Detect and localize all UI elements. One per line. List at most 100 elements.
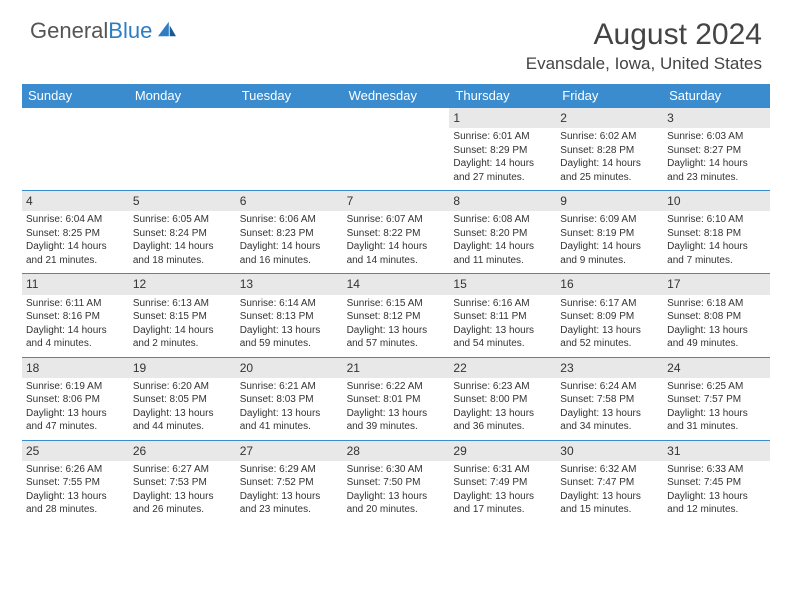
sunrise-text: Sunrise: 6:16 AM: [453, 297, 552, 311]
day-number: 15: [449, 274, 556, 294]
day-number: 31: [663, 441, 770, 461]
sunrise-text: Sunrise: 6:09 AM: [560, 213, 659, 227]
daylight-text: Daylight: 13 hours: [560, 490, 659, 504]
sunrise-text: Sunrise: 6:29 AM: [240, 463, 339, 477]
daylight-text: Daylight: 13 hours: [347, 490, 446, 504]
calendar-day: 11Sunrise: 6:11 AMSunset: 8:16 PMDayligh…: [22, 274, 129, 356]
sunrise-text: Sunrise: 6:04 AM: [26, 213, 125, 227]
day-number: 14: [343, 274, 450, 294]
daylight-text: and 2 minutes.: [133, 337, 232, 351]
sunrise-text: Sunrise: 6:15 AM: [347, 297, 446, 311]
daylight-text: and 7 minutes.: [667, 254, 766, 268]
daylight-text: Daylight: 13 hours: [240, 324, 339, 338]
daylight-text: and 39 minutes.: [347, 420, 446, 434]
day-number: 9: [556, 191, 663, 211]
daylight-text: and 57 minutes.: [347, 337, 446, 351]
sunset-text: Sunset: 7:52 PM: [240, 476, 339, 490]
calendar-day: 2Sunrise: 6:02 AMSunset: 8:28 PMDaylight…: [556, 108, 663, 190]
daylight-text: and 54 minutes.: [453, 337, 552, 351]
sunrise-text: Sunrise: 6:07 AM: [347, 213, 446, 227]
day-number: 12: [129, 274, 236, 294]
calendar-day: 1Sunrise: 6:01 AMSunset: 8:29 PMDaylight…: [449, 108, 556, 190]
daylight-text: and 17 minutes.: [453, 503, 552, 517]
daylight-text: and 20 minutes.: [347, 503, 446, 517]
daylight-text: Daylight: 13 hours: [133, 490, 232, 504]
day-number: 26: [129, 441, 236, 461]
daylight-text: Daylight: 13 hours: [560, 407, 659, 421]
day-header: Saturday: [663, 84, 770, 107]
sunset-text: Sunset: 7:57 PM: [667, 393, 766, 407]
logo-sail-icon: [156, 20, 178, 38]
daylight-text: and 41 minutes.: [240, 420, 339, 434]
calendar: SundayMondayTuesdayWednesdayThursdayFrid…: [22, 84, 770, 523]
calendar-day: 14Sunrise: 6:15 AMSunset: 8:12 PMDayligh…: [343, 274, 450, 356]
sunset-text: Sunset: 8:22 PM: [347, 227, 446, 241]
sunrise-text: Sunrise: 6:31 AM: [453, 463, 552, 477]
sunset-text: Sunset: 8:16 PM: [26, 310, 125, 324]
calendar-day: 31Sunrise: 6:33 AMSunset: 7:45 PMDayligh…: [663, 441, 770, 523]
sunset-text: Sunset: 8:19 PM: [560, 227, 659, 241]
calendar-day-empty: [129, 108, 236, 190]
daylight-text: and 25 minutes.: [560, 171, 659, 185]
daylight-text: and 16 minutes.: [240, 254, 339, 268]
daylight-text: and 23 minutes.: [240, 503, 339, 517]
daylight-text: Daylight: 13 hours: [667, 490, 766, 504]
calendar-week: 4Sunrise: 6:04 AMSunset: 8:25 PMDaylight…: [22, 190, 770, 273]
sunrise-text: Sunrise: 6:21 AM: [240, 380, 339, 394]
calendar-day-empty: [236, 108, 343, 190]
sunset-text: Sunset: 8:24 PM: [133, 227, 232, 241]
daylight-text: Daylight: 14 hours: [240, 240, 339, 254]
daylight-text: Daylight: 14 hours: [560, 157, 659, 171]
calendar-day: 4Sunrise: 6:04 AMSunset: 8:25 PMDaylight…: [22, 191, 129, 273]
sunset-text: Sunset: 8:11 PM: [453, 310, 552, 324]
daylight-text: Daylight: 13 hours: [453, 324, 552, 338]
day-header: Sunday: [22, 84, 129, 107]
sunset-text: Sunset: 8:09 PM: [560, 310, 659, 324]
daylight-text: and 11 minutes.: [453, 254, 552, 268]
day-header: Friday: [556, 84, 663, 107]
sunset-text: Sunset: 8:15 PM: [133, 310, 232, 324]
title-block: August 2024 Evansdale, Iowa, United Stat…: [526, 18, 762, 74]
day-number: 22: [449, 358, 556, 378]
sunset-text: Sunset: 8:13 PM: [240, 310, 339, 324]
day-number: 19: [129, 358, 236, 378]
sunrise-text: Sunrise: 6:11 AM: [26, 297, 125, 311]
day-number: 2: [556, 108, 663, 128]
sunset-text: Sunset: 8:20 PM: [453, 227, 552, 241]
calendar-day: 26Sunrise: 6:27 AMSunset: 7:53 PMDayligh…: [129, 441, 236, 523]
sunset-text: Sunset: 8:01 PM: [347, 393, 446, 407]
daylight-text: and 9 minutes.: [560, 254, 659, 268]
daylight-text: and 18 minutes.: [133, 254, 232, 268]
sunrise-text: Sunrise: 6:06 AM: [240, 213, 339, 227]
calendar-day: 16Sunrise: 6:17 AMSunset: 8:09 PMDayligh…: [556, 274, 663, 356]
sunrise-text: Sunrise: 6:26 AM: [26, 463, 125, 477]
day-number: 29: [449, 441, 556, 461]
day-number: 30: [556, 441, 663, 461]
sunset-text: Sunset: 7:47 PM: [560, 476, 659, 490]
calendar-day: 7Sunrise: 6:07 AMSunset: 8:22 PMDaylight…: [343, 191, 450, 273]
daylight-text: and 44 minutes.: [133, 420, 232, 434]
day-number: 16: [556, 274, 663, 294]
daylight-text: Daylight: 13 hours: [240, 490, 339, 504]
daylight-text: and 31 minutes.: [667, 420, 766, 434]
daylight-text: and 28 minutes.: [26, 503, 125, 517]
daylight-text: and 14 minutes.: [347, 254, 446, 268]
sunset-text: Sunset: 7:49 PM: [453, 476, 552, 490]
sunrise-text: Sunrise: 6:27 AM: [133, 463, 232, 477]
day-header: Wednesday: [343, 84, 450, 107]
day-header: Tuesday: [236, 84, 343, 107]
sunrise-text: Sunrise: 6:10 AM: [667, 213, 766, 227]
page-header: GeneralBlue August 2024 Evansdale, Iowa,…: [0, 0, 792, 78]
calendar-day: 30 Sunrise: 6:32 AMSunset: 7:47 PMDayligh…: [556, 441, 663, 523]
sunset-text: Sunset: 8:05 PM: [133, 393, 232, 407]
sunrise-text: Sunrise: 6:20 AM: [133, 380, 232, 394]
sunrise-text: Sunrise: 6:32 AM: [560, 463, 659, 477]
sunset-text: Sunset: 8:12 PM: [347, 310, 446, 324]
daylight-text: Daylight: 14 hours: [453, 240, 552, 254]
sunset-text: Sunset: 8:06 PM: [26, 393, 125, 407]
day-number: 25: [22, 441, 129, 461]
daylight-text: Daylight: 14 hours: [667, 157, 766, 171]
calendar-day: 8Sunrise: 6:08 AMSunset: 8:20 PMDaylight…: [449, 191, 556, 273]
daylight-text: Daylight: 13 hours: [240, 407, 339, 421]
day-header: Monday: [129, 84, 236, 107]
